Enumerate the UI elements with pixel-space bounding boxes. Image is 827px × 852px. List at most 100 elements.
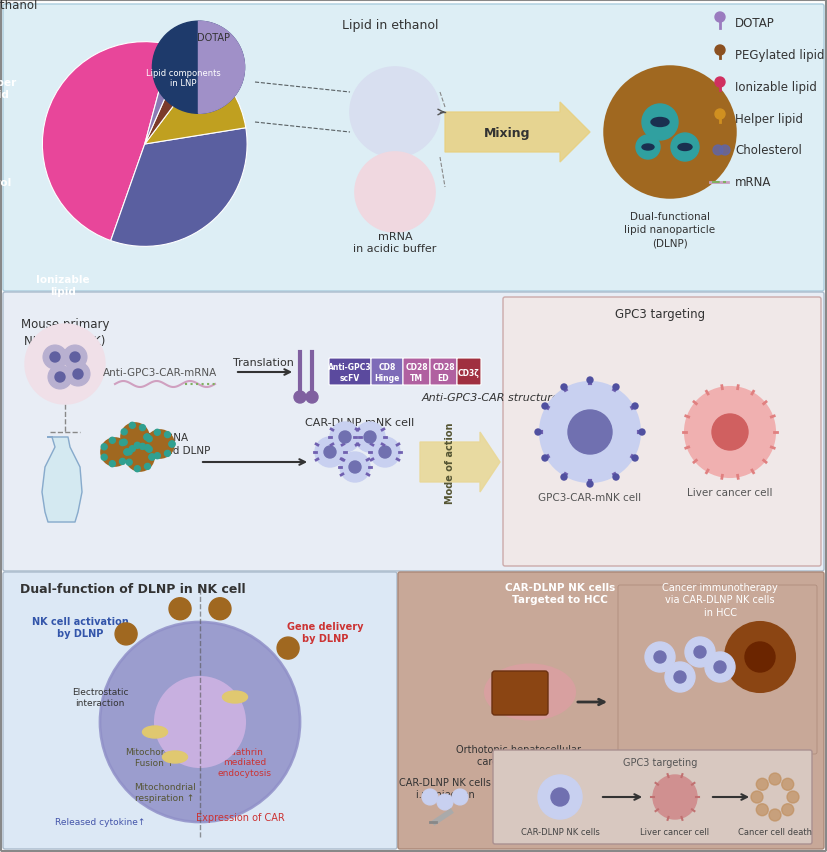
Circle shape bbox=[340, 452, 370, 482]
Circle shape bbox=[149, 454, 155, 460]
Text: Mixing: Mixing bbox=[484, 126, 530, 140]
Text: Mitochondrial
respiration ↑: Mitochondrial respiration ↑ bbox=[134, 782, 196, 802]
Circle shape bbox=[437, 794, 453, 810]
Text: Orthotopic hepatocellular
carcinoma model: Orthotopic hepatocellular carcinoma mode… bbox=[457, 744, 581, 767]
Circle shape bbox=[535, 429, 541, 435]
Circle shape bbox=[152, 22, 245, 114]
Text: Cancer cell death: Cancer cell death bbox=[738, 827, 812, 836]
Text: GPC3 targeting: GPC3 targeting bbox=[615, 308, 705, 320]
Text: Translation: Translation bbox=[232, 358, 294, 367]
Circle shape bbox=[339, 431, 351, 444]
Circle shape bbox=[122, 440, 127, 446]
Circle shape bbox=[715, 46, 725, 56]
Text: Clathrin
mediated
endocytosis: Clathrin mediated endocytosis bbox=[218, 747, 272, 777]
Circle shape bbox=[124, 450, 130, 456]
Text: Gene delivery
by DLNP: Gene delivery by DLNP bbox=[287, 621, 363, 643]
Circle shape bbox=[209, 598, 231, 620]
Polygon shape bbox=[445, 103, 590, 163]
Circle shape bbox=[645, 642, 675, 672]
FancyBboxPatch shape bbox=[3, 292, 824, 572]
Text: mRNA
in acidic buffer: mRNA in acidic buffer bbox=[353, 232, 437, 254]
Circle shape bbox=[782, 803, 794, 815]
Text: CAR-DLNP NK cells: CAR-DLNP NK cells bbox=[520, 827, 600, 836]
Circle shape bbox=[782, 779, 794, 791]
Circle shape bbox=[101, 439, 129, 466]
Polygon shape bbox=[42, 437, 82, 522]
Circle shape bbox=[169, 441, 175, 447]
Text: CD8
Hinge: CD8 Hinge bbox=[375, 363, 399, 383]
Circle shape bbox=[306, 392, 318, 404]
Circle shape bbox=[605, 68, 735, 198]
Text: Anti-GPC3-CAR-mRNA: Anti-GPC3-CAR-mRNA bbox=[103, 367, 218, 377]
Text: CD28
ED: CD28 ED bbox=[433, 363, 455, 383]
Circle shape bbox=[694, 646, 706, 659]
FancyBboxPatch shape bbox=[492, 671, 548, 715]
Circle shape bbox=[101, 444, 108, 450]
Circle shape bbox=[121, 423, 149, 452]
Circle shape bbox=[155, 453, 160, 459]
Circle shape bbox=[639, 429, 645, 435]
Circle shape bbox=[355, 423, 385, 452]
Circle shape bbox=[364, 431, 376, 444]
Circle shape bbox=[685, 388, 775, 477]
Circle shape bbox=[25, 325, 105, 405]
Circle shape bbox=[769, 809, 781, 821]
Circle shape bbox=[70, 353, 80, 363]
Text: CAR-DLNP mNK cell: CAR-DLNP mNK cell bbox=[305, 417, 414, 428]
Circle shape bbox=[149, 454, 155, 460]
Circle shape bbox=[127, 449, 132, 455]
Circle shape bbox=[715, 13, 725, 23]
Circle shape bbox=[109, 461, 115, 467]
Circle shape bbox=[632, 404, 638, 410]
Text: DOTAP: DOTAP bbox=[198, 32, 231, 43]
FancyBboxPatch shape bbox=[371, 359, 403, 386]
Circle shape bbox=[63, 346, 87, 370]
Circle shape bbox=[350, 68, 440, 158]
Circle shape bbox=[370, 437, 400, 468]
Circle shape bbox=[101, 455, 108, 461]
Circle shape bbox=[561, 475, 567, 481]
Circle shape bbox=[115, 623, 137, 645]
Circle shape bbox=[145, 463, 151, 469]
Circle shape bbox=[144, 435, 150, 440]
Circle shape bbox=[324, 446, 336, 458]
Text: NK cell activation
by DLNP: NK cell activation by DLNP bbox=[31, 617, 128, 638]
Text: DOTAP: DOTAP bbox=[735, 16, 775, 30]
Text: Dual-function of DLNP in NK cell: Dual-function of DLNP in NK cell bbox=[20, 582, 246, 596]
Text: GPC3-CAR-mNK cell: GPC3-CAR-mNK cell bbox=[538, 492, 642, 503]
Circle shape bbox=[155, 677, 245, 767]
Circle shape bbox=[714, 661, 726, 673]
FancyBboxPatch shape bbox=[398, 573, 824, 849]
Text: Helper
lipid: Helper lipid bbox=[0, 78, 16, 100]
Circle shape bbox=[100, 622, 300, 822]
Text: Lipid components
in LNP: Lipid components in LNP bbox=[146, 69, 221, 88]
Circle shape bbox=[568, 411, 612, 454]
Circle shape bbox=[542, 456, 548, 462]
Text: Released cytokine↑: Released cytokine↑ bbox=[55, 818, 146, 826]
Circle shape bbox=[540, 383, 640, 482]
FancyBboxPatch shape bbox=[493, 750, 812, 844]
Circle shape bbox=[725, 622, 795, 692]
Circle shape bbox=[685, 637, 715, 667]
Wedge shape bbox=[198, 22, 245, 114]
Circle shape bbox=[315, 437, 345, 468]
Text: Lipid molar ratio
in ethanol: Lipid molar ratio in ethanol bbox=[0, 0, 76, 12]
Circle shape bbox=[379, 446, 391, 458]
FancyBboxPatch shape bbox=[618, 585, 817, 754]
Circle shape bbox=[50, 353, 60, 363]
Circle shape bbox=[169, 441, 175, 447]
Circle shape bbox=[144, 435, 150, 440]
Wedge shape bbox=[145, 51, 206, 145]
Circle shape bbox=[542, 404, 548, 410]
Text: PEGylated lipid: PEGylated lipid bbox=[735, 49, 825, 61]
Circle shape bbox=[613, 475, 619, 481]
FancyBboxPatch shape bbox=[503, 297, 821, 567]
Text: Ionizable
lipid: Ionizable lipid bbox=[36, 274, 89, 296]
Circle shape bbox=[129, 423, 136, 429]
Circle shape bbox=[119, 459, 126, 465]
Circle shape bbox=[48, 366, 72, 389]
Circle shape bbox=[146, 430, 174, 458]
Circle shape bbox=[129, 446, 136, 452]
Text: Mode of action: Mode of action bbox=[445, 422, 455, 504]
Circle shape bbox=[769, 773, 781, 785]
